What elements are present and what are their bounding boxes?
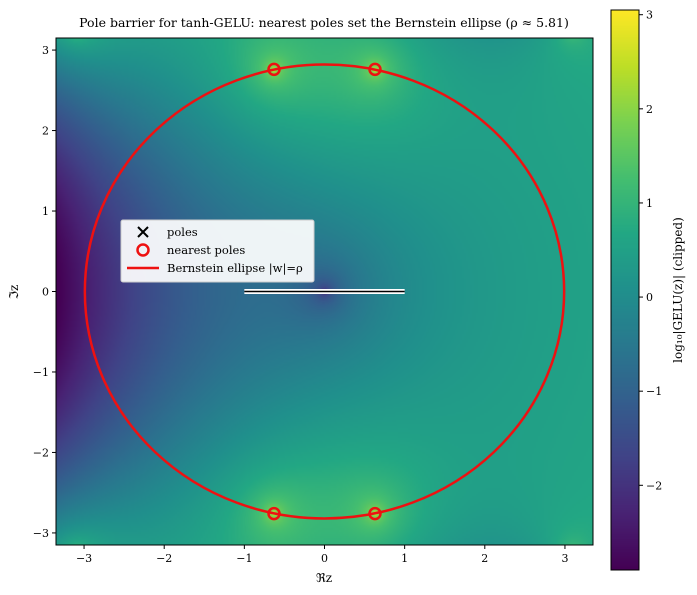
x-tick-label-0: −3 xyxy=(76,552,92,565)
plot-area xyxy=(55,37,594,546)
x-tick-label-6: 3 xyxy=(561,552,568,565)
nearest-pole-marker-1 xyxy=(368,62,382,77)
legend: poles nearest poles Bernstein ellipse |w|=… xyxy=(120,219,315,283)
y-axis-label: ℑz xyxy=(7,285,21,300)
colorbar-frame xyxy=(610,9,640,571)
x-tick-label-2: −1 xyxy=(236,552,252,565)
colorbar-tick-label-1: −1 xyxy=(646,385,662,398)
legend-label-2: Bernstein ellipse |w|=ρ xyxy=(167,261,303,276)
y-axis: −3 −2 −1 0 1 2 3 xyxy=(33,44,56,540)
x-tick-label-5: 2 xyxy=(481,552,488,565)
y-tick-label-5: 2 xyxy=(42,125,49,138)
y-tick-label-4: 1 xyxy=(42,205,49,218)
legend-marker-nearest-poles xyxy=(136,243,150,257)
colorbar-tick-label-5: 3 xyxy=(646,9,653,22)
x-axis: −3 −2 −1 0 1 2 3 xyxy=(76,545,568,565)
y-tick-label-6: 3 xyxy=(42,44,49,57)
x-tick-label-3: 0 xyxy=(321,552,328,565)
y-tick-label-3: 0 xyxy=(42,286,49,299)
chart-title: Pole barrier for tanh-GELU: nearest pole… xyxy=(79,15,569,30)
y-tick-label-1: −2 xyxy=(33,446,49,459)
bernstein-ellipse xyxy=(83,63,566,520)
x-tick-label-1: −2 xyxy=(156,552,172,565)
colorbar-tick-label-2: 0 xyxy=(646,291,653,304)
y-tick-label-0: −3 xyxy=(33,527,49,540)
colorbar: −2 −1 0 1 2 3 log₁₀|GELU(z)| (clipped) xyxy=(610,9,685,571)
legend-marker-poles xyxy=(137,226,149,238)
nearest-pole-marker-0 xyxy=(267,62,281,77)
colorbar-tick-label-4: 2 xyxy=(646,103,653,116)
y-tick-label-2: −1 xyxy=(33,366,49,379)
x-axis-label: ℜz xyxy=(316,571,332,585)
legend-label-1: nearest poles xyxy=(167,243,245,257)
x-tick-label-4: 1 xyxy=(401,552,408,565)
legend-box xyxy=(120,219,315,283)
legend-label-0: poles xyxy=(167,225,198,239)
colorbar-tick-label-0: −2 xyxy=(646,479,662,492)
nearest-pole-marker-2 xyxy=(267,506,281,521)
nearest-pole-marker-3 xyxy=(368,506,382,521)
colorbar-label: log₁₀|GELU(z)| (clipped) xyxy=(671,217,685,363)
colorbar-gradient xyxy=(611,10,639,570)
colorbar-tick-label-3: 1 xyxy=(646,197,653,210)
